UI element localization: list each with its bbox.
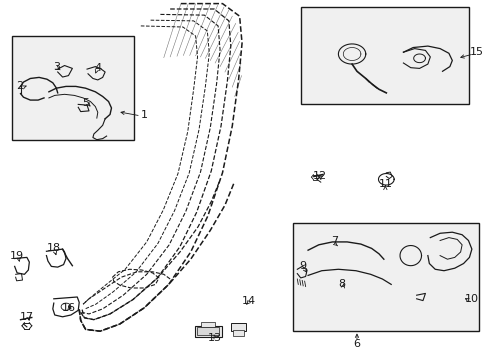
Text: 1: 1 (141, 110, 147, 120)
Text: 8: 8 (338, 279, 345, 289)
Bar (230, 323, 246, 331)
Bar (197, 327, 219, 335)
Text: 19: 19 (10, 251, 24, 261)
Text: 13: 13 (208, 333, 222, 343)
Text: 6: 6 (353, 339, 360, 349)
Text: 5: 5 (82, 98, 89, 108)
Text: 9: 9 (299, 261, 306, 271)
Text: 15: 15 (469, 47, 483, 57)
Bar (201, 322, 215, 327)
Text: 7: 7 (331, 236, 338, 246)
Bar (12, 36, 134, 140)
Text: 12: 12 (313, 171, 326, 181)
Text: 2: 2 (16, 81, 23, 91)
Text: 10: 10 (464, 294, 478, 304)
Text: 14: 14 (242, 296, 256, 306)
Bar (232, 330, 244, 336)
Text: 3: 3 (53, 62, 60, 72)
Text: 18: 18 (47, 243, 61, 253)
Text: 11: 11 (379, 179, 392, 189)
Bar (293, 223, 478, 331)
Text: 17: 17 (20, 312, 34, 322)
Text: 16: 16 (61, 303, 75, 313)
Text: 4: 4 (94, 63, 101, 73)
Bar (194, 326, 221, 337)
Bar (300, 7, 468, 104)
